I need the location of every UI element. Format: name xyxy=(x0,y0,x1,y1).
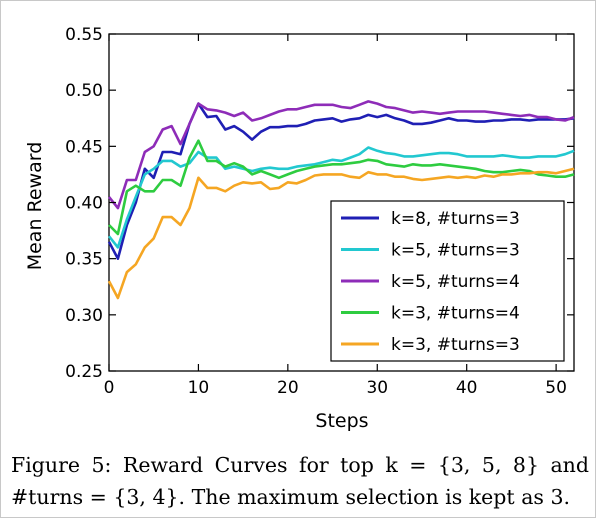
x-tick-label: 20 xyxy=(277,378,299,398)
legend-label-5: k=3, #turns=3 xyxy=(391,335,520,355)
reward-line-chart: 0 10 20 30 40 500.250.300.350.400.450.500.55 … xyxy=(24,25,575,432)
ticks-layer: 0 10 20 30 40 50 0.25 0.30 0.35 0.40 0.45 0.50 0.55 xyxy=(65,25,574,398)
legend-label-1: k=8, #turns=3 xyxy=(391,209,520,229)
series-line-4 xyxy=(108,139,575,236)
figure-caption: Figure 5: Reward Curves for top k = {3, … xyxy=(11,449,589,513)
x-tick-label: 50 xyxy=(545,378,567,398)
y-tick-label: 0.45 xyxy=(65,137,103,157)
series-line-5 xyxy=(107,167,575,300)
series-line-1 xyxy=(107,102,575,261)
y-tick-label: 0.50 xyxy=(65,81,103,101)
y-tick-label: 0.40 xyxy=(65,194,103,214)
x-tick-label: 10 xyxy=(188,378,210,398)
caption-line-1: Figure 5: Reward Curves for top k = {3, … xyxy=(11,453,589,477)
legend: k=8, #turns=3 k=5, #turns=3 k=5, #turns=4 k… xyxy=(330,200,565,362)
series-line-3 xyxy=(107,100,575,210)
y-tick-label: 0.25 xyxy=(65,362,103,382)
x-tick-label: 40 xyxy=(456,378,478,398)
y-axis-label: Mean Reward xyxy=(24,142,46,271)
legend-label-3: k=5, #turns=4 xyxy=(391,272,520,292)
y-tick-label: 0.35 xyxy=(65,250,103,270)
x-tick-label: 0 xyxy=(104,378,115,398)
caption-line-2: #turns = {3, 4}. The maximum selection i… xyxy=(11,485,571,509)
x-axis-label: Steps xyxy=(315,410,368,432)
legend-label-2: k=5, #turns=3 xyxy=(391,241,520,261)
x-tick-label: 30 xyxy=(366,378,388,398)
series-layer xyxy=(107,100,575,300)
legend-label-4: k=3, #turns=4 xyxy=(391,304,520,324)
y-tick-label: 0.30 xyxy=(65,306,103,326)
y-tick-label: 0.55 xyxy=(65,25,103,45)
